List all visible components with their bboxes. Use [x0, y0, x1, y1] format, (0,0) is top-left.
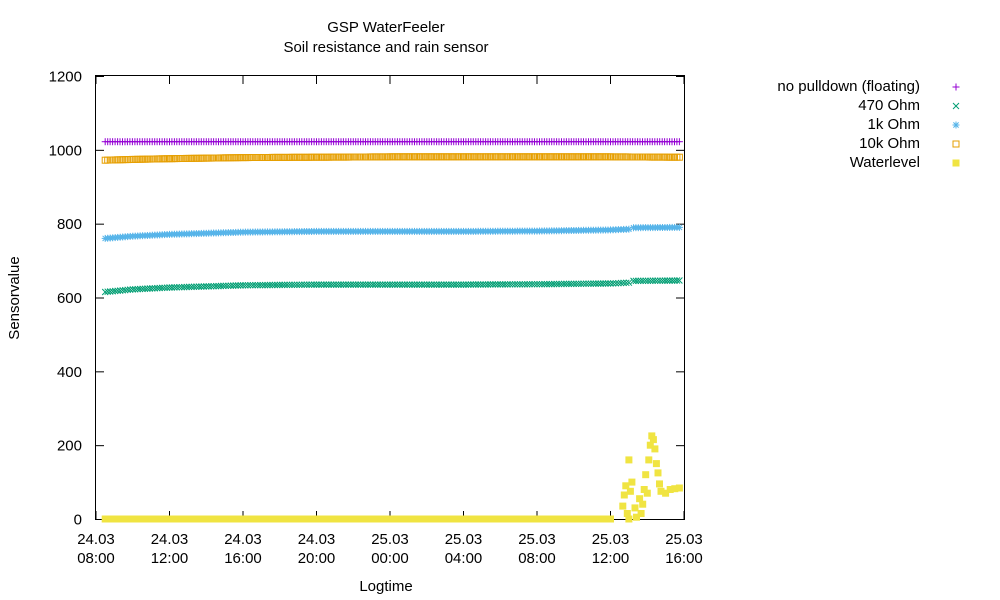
x-tick-label-date: 25.03 [371, 531, 409, 548]
x-tick-label-date: 25.03 [445, 531, 483, 548]
x-tick-label-time: 16:00 [665, 550, 703, 567]
y-axis-label: Sensorvalue [6, 256, 23, 339]
data-point [637, 510, 645, 517]
x-axis-ticks: 24.03 08:00 24.03 12:00 24.03 16:00 24.03 20:00… [77, 76, 703, 567]
x-tick-label-time: 08:00 [77, 550, 115, 567]
x-tick-label-time: 12:00 [592, 550, 630, 567]
legend-label: no pulldown (floating) [777, 78, 920, 95]
x-axis-label: Logtime [359, 578, 412, 595]
data-point [642, 471, 650, 479]
x-tick-label-date: 25.03 [518, 531, 556, 548]
x-tick-label-date: 24.03 [224, 531, 262, 548]
series-0 [101, 137, 684, 146]
y-axis-ticks: 0 200 400 600 800 1000 1200 [49, 69, 684, 529]
series-1 [101, 277, 683, 296]
data-point [625, 456, 633, 464]
y-tick-label: 400 [57, 364, 82, 381]
x-tick-label-time: 20:00 [298, 550, 336, 567]
legend-label: 10k Ohm [859, 135, 920, 152]
x-tick-label-date: 24.03 [151, 531, 189, 548]
legend-label: Waterlevel [850, 154, 920, 171]
data-point [619, 502, 627, 510]
y-tick-label: 0 [74, 512, 82, 529]
x-tick-label-time: 12:00 [151, 550, 189, 567]
chart-title: GSP WaterFeeler [327, 19, 445, 36]
x-tick-label-time: 08:00 [518, 550, 556, 567]
data-point [675, 484, 683, 492]
data-point [620, 491, 628, 499]
x-tick-label-date: 25.03 [592, 531, 630, 548]
data-point [626, 487, 634, 495]
data-point [651, 445, 659, 453]
legend-label: 470 Ohm [858, 97, 920, 114]
legend: no pulldown (floating) 470 Ohm 1k Ohm 10k O… [777, 78, 960, 171]
data-point [675, 223, 684, 232]
y-tick-label: 600 [57, 290, 82, 307]
x-tick-label-time: 04:00 [445, 550, 483, 567]
chart-subtitle: Soil resistance and rain sensor [283, 39, 488, 56]
series-4 [101, 432, 683, 523]
data-point [656, 480, 663, 488]
y-tick-label: 200 [57, 438, 82, 455]
data-point [628, 478, 636, 486]
legend-marker [952, 121, 960, 129]
series-3 [101, 153, 683, 164]
x-tick-label-time: 16:00 [224, 550, 262, 567]
x-tick-label-date: 25.03 [665, 531, 703, 548]
data-point [643, 489, 651, 497]
data-point [645, 456, 653, 464]
data-point [649, 436, 657, 444]
data-point [639, 500, 647, 508]
series-layer [101, 137, 684, 523]
data-point [652, 460, 660, 468]
y-tick-label: 1000 [49, 142, 82, 159]
legend-marker [952, 102, 960, 110]
x-tick-label-date: 24.03 [298, 531, 336, 548]
legend-marker [952, 83, 960, 91]
y-tick-label: 800 [57, 216, 82, 233]
data-point [631, 504, 639, 512]
y-tick-label: 1200 [49, 69, 82, 86]
data-point [654, 469, 662, 477]
x-tick-label-time: 00:00 [371, 550, 409, 567]
legend-label: 1k Ohm [867, 116, 920, 133]
data-point [607, 515, 614, 523]
x-tick-label-date: 24.03 [77, 531, 115, 548]
data-point [625, 515, 633, 523]
series-2 [101, 223, 684, 243]
legend-marker [952, 159, 960, 167]
legend-marker [952, 140, 960, 148]
